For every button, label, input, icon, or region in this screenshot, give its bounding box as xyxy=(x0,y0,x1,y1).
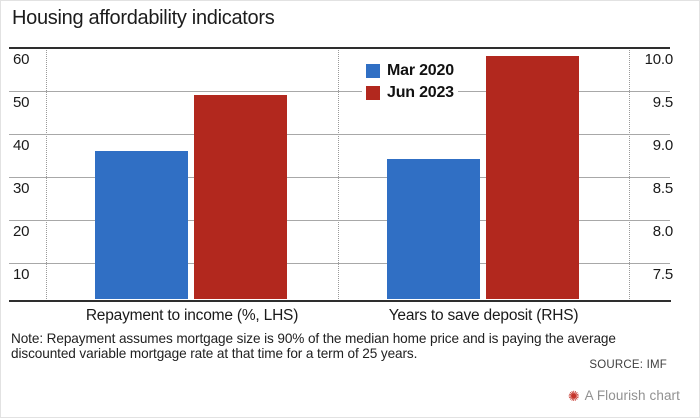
flourish-credit-label: A Flourish chart xyxy=(584,388,680,403)
legend-item-jun-2023[interactable]: Jun 2023 xyxy=(366,82,454,104)
left-axis-tick: 10 xyxy=(13,265,30,283)
flourish-flower-icon: ✺ xyxy=(567,387,580,404)
category-label-repayment: Repayment to income (%, LHS) xyxy=(85,307,299,324)
bar-mar-2020-deposit[interactable] xyxy=(386,159,480,300)
x-axis-line xyxy=(9,299,671,302)
right-axis-tick: 8.5 xyxy=(652,179,673,197)
left-axis-tick: 30 xyxy=(13,179,30,197)
legend-swatch-jun-2023 xyxy=(366,86,380,100)
gridline xyxy=(9,90,670,92)
right-axis-tick: 9.0 xyxy=(652,136,673,154)
plot-left-dotted-line xyxy=(46,48,47,299)
legend-swatch-mar-2020 xyxy=(366,64,380,78)
gridline xyxy=(9,262,670,264)
gridline xyxy=(9,219,670,221)
plot-right-dotted-line xyxy=(629,48,630,299)
legend-item-mar-2020[interactable]: Mar 2020 xyxy=(366,60,454,82)
left-axis-tick: 40 xyxy=(13,136,30,154)
left-axis-tick: 50 xyxy=(13,93,30,111)
left-axis-tick: 60 xyxy=(13,50,30,68)
legend-label-mar-2020: Mar 2020 xyxy=(387,62,454,79)
bar-jun-2023-deposit[interactable] xyxy=(485,56,579,300)
bar-mar-2020-repayment[interactable] xyxy=(95,150,188,300)
plot-top-rule xyxy=(9,46,670,49)
footnote-line-2: discounted variable mortgage rate at tha… xyxy=(11,345,418,361)
source-credit: SOURCE: IMF xyxy=(589,359,667,371)
gridline xyxy=(9,176,670,178)
right-axis-tick: 9.5 xyxy=(652,93,673,111)
left-axis-tick: 20 xyxy=(13,222,30,240)
right-axis-tick: 8.0 xyxy=(652,222,673,240)
legend-label-jun-2023: Jun 2023 xyxy=(387,84,454,101)
right-axis-tick: 10.0 xyxy=(644,50,674,68)
footnote: Note: Repayment assumes mortgage size is… xyxy=(11,331,616,362)
footnote-line-1: Note: Repayment assumes mortgage size is… xyxy=(11,331,616,346)
category-label-deposit: Years to save deposit (RHS) xyxy=(388,307,579,324)
bar-jun-2023-repayment[interactable] xyxy=(194,94,287,300)
right-axis-tick: 7.5 xyxy=(652,265,673,283)
gridline xyxy=(9,133,670,135)
category-divider-dotted-line xyxy=(338,48,339,299)
legend: Mar 2020 Jun 2023 xyxy=(362,59,458,105)
flourish-credit[interactable]: ✺ A Flourish chart xyxy=(568,388,680,403)
chart-title: Housing affordability indicators xyxy=(12,7,275,29)
